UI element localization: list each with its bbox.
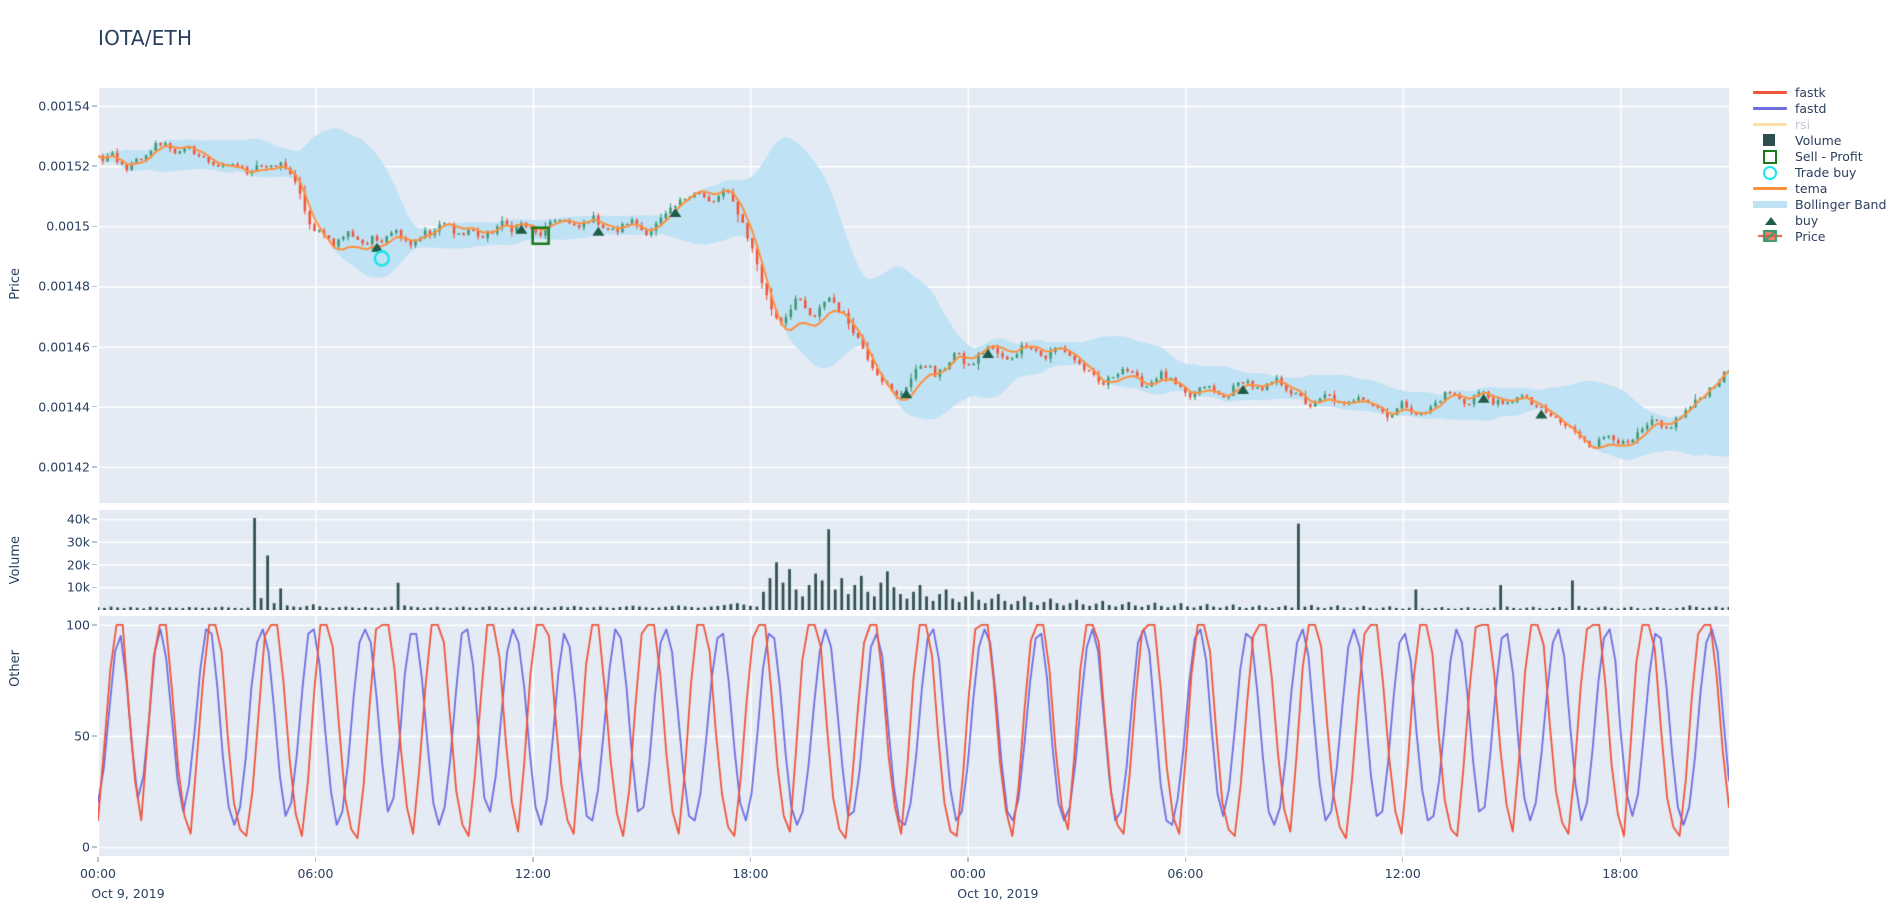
legend-item-volume[interactable]: Volume [1750, 132, 1888, 148]
y-tick-label: 50 [74, 728, 90, 744]
y-tick-mark [92, 563, 97, 566]
x-axis-date: Oct 9, 2019 [91, 886, 165, 901]
legend-item-label: fastd [1795, 100, 1827, 116]
y-tick-label: 0.00146 [38, 339, 90, 355]
y-tick-label: 20k [66, 557, 90, 573]
legend-item-rsi[interactable]: rsi [1750, 116, 1888, 132]
y-tick-label: 30k [66, 534, 90, 550]
y-tick-label: 0.00148 [38, 278, 90, 294]
x-tick-mark [749, 857, 752, 862]
x-tick-label: 18:00 [732, 866, 769, 881]
other-axis-title: Other [8, 650, 23, 687]
band-swatch [1750, 196, 1790, 212]
filled-square-swatch [1750, 132, 1790, 148]
x-tick-mark [97, 857, 99, 862]
legend-item-label: buy [1795, 212, 1819, 228]
y-tick-mark [92, 165, 97, 167]
y-tick-label: 0 [82, 839, 90, 855]
open-circle-swatch [1750, 164, 1790, 180]
legend-item-label: Price [1795, 228, 1826, 244]
x-tick-mark [967, 857, 969, 862]
volume-subplot[interactable] [98, 510, 1729, 610]
legend-item-label: Volume [1795, 132, 1842, 148]
legend-item-sell-profit[interactable]: Sell - Profit [1750, 148, 1888, 164]
x-tick-mark [1619, 857, 1621, 862]
line-swatch [1750, 180, 1790, 196]
legend-item-fastk[interactable]: fastk [1750, 84, 1888, 100]
x-tick-label: 06:00 [297, 866, 334, 881]
y-tick-mark [92, 541, 97, 543]
y-tick-mark [92, 225, 97, 228]
legend-item-label: rsi [1795, 116, 1811, 132]
y-tick-mark [92, 846, 97, 848]
x-tick-mark [314, 857, 317, 862]
y-tick-mark [92, 105, 97, 107]
x-axis-date: Oct 10, 2019 [957, 886, 1039, 901]
y-tick-mark [92, 518, 97, 520]
price-subplot[interactable] [98, 88, 1729, 503]
y-tick-mark [92, 735, 97, 737]
x-tick-label: 06:00 [1167, 866, 1204, 881]
candlestick-swatch [1750, 228, 1790, 244]
y-tick-label: 100 [66, 617, 90, 633]
y-tick-label: 0.00154 [38, 98, 90, 114]
legend-item-label: tema [1795, 180, 1828, 196]
y-tick-mark [92, 406, 97, 408]
x-tick-label: 12:00 [514, 866, 551, 881]
legend-item-buy[interactable]: buy [1750, 212, 1888, 228]
line-swatch [1750, 116, 1790, 132]
volume-axis-title: Volume [8, 536, 23, 585]
y-tick-mark [92, 586, 97, 588]
chart-legend[interactable]: fastk fastd rsi Volume Sell - Profit Trade bu… [1750, 84, 1888, 244]
x-tick-mark [1402, 857, 1404, 862]
legend-item-fastd[interactable]: fastd [1750, 100, 1888, 116]
line-swatch [1750, 100, 1790, 116]
y-tick-label: 10k [66, 579, 90, 595]
legend-item-trade-buy[interactable]: Trade buy [1750, 164, 1888, 180]
y-tick-label: 0.00152 [38, 158, 90, 174]
x-tick-mark [532, 857, 534, 862]
legend-item-label: fastk [1795, 84, 1826, 100]
x-tick-label: 12:00 [1384, 866, 1421, 881]
y-tick-mark [92, 466, 97, 468]
y-tick-label: 0.00144 [38, 399, 90, 415]
page-title: IOTA/ETH [98, 26, 193, 50]
x-tick-label: 00:00 [79, 866, 117, 881]
y-tick-mark [92, 624, 97, 626]
y-tick-label: 0.00142 [38, 459, 90, 475]
other-subplot[interactable] [98, 616, 1729, 856]
x-tick-mark [1184, 857, 1187, 862]
legend-item-label: Sell - Profit [1795, 148, 1863, 164]
legend-item-label: Bollinger Band [1795, 196, 1887, 212]
y-tick-mark [92, 345, 97, 348]
legend-item-tema[interactable]: tema [1750, 180, 1888, 196]
legend-item-bollinger-band[interactable]: Bollinger Band [1750, 196, 1888, 212]
legend-item-label: Trade buy [1795, 164, 1857, 180]
legend-item-price[interactable]: Price [1750, 228, 1888, 244]
open-square-swatch [1750, 148, 1790, 164]
x-tick-label: 18:00 [1602, 866, 1639, 881]
y-tick-label: 40k [66, 511, 90, 527]
line-swatch [1750, 84, 1790, 100]
triangle-up-swatch [1750, 212, 1790, 228]
y-tick-label: 0.0015 [46, 218, 90, 234]
y-tick-mark [92, 285, 97, 288]
price-axis-title: Price [8, 268, 23, 300]
x-tick-label: 00:00 [949, 866, 986, 881]
